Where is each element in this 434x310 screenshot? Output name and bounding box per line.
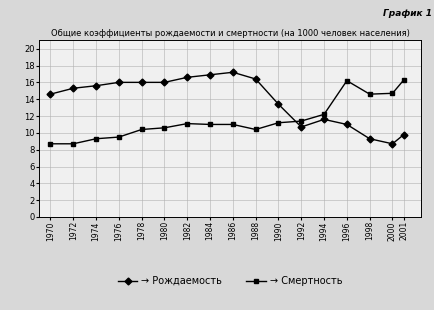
Text: График 1: График 1 [383,9,432,18]
Legend: → Рождаемость, → Смертность: → Рождаемость, → Смертность [114,272,346,290]
Title: Общие коэффициенты рождаемости и смертности (на 1000 человек населения): Общие коэффициенты рождаемости и смертно… [51,29,409,38]
